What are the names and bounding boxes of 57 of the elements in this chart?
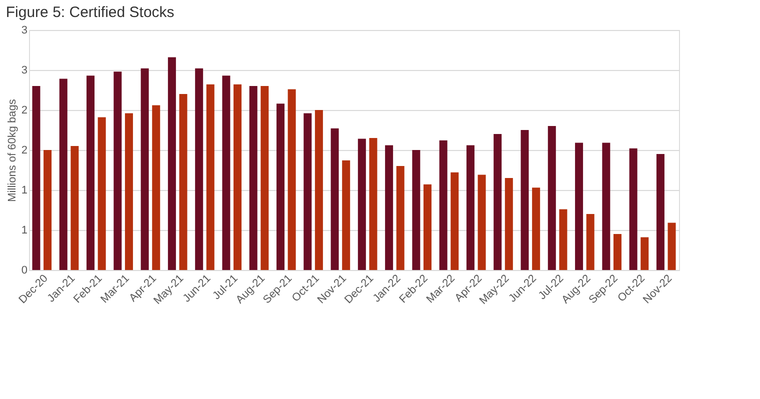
- bar: [140, 68, 149, 270]
- bar: [70, 146, 79, 270]
- bar: [195, 68, 204, 270]
- bar: [656, 154, 664, 270]
- bar: [44, 150, 52, 270]
- bar: [520, 130, 529, 270]
- bar: [613, 234, 622, 270]
- bar: [114, 72, 122, 270]
- bar: [385, 145, 394, 270]
- bar: [668, 222, 676, 270]
- bar: [86, 76, 95, 270]
- y-tick-label: 2: [21, 144, 28, 156]
- y-tick-label: 3: [21, 64, 28, 76]
- bar: [358, 138, 366, 270]
- y-tick-label: 3: [21, 24, 28, 36]
- bar: [304, 113, 312, 270]
- bar: [276, 104, 284, 270]
- bar: [424, 184, 432, 270]
- bar: [396, 166, 404, 270]
- chart-title: Figure 5: Certified Stocks: [6, 4, 174, 21]
- y-tick-label: 1: [21, 184, 28, 196]
- bar: [32, 86, 40, 270]
- bar: [314, 110, 323, 270]
- y-axis-title: Millions of 60kg bags: [6, 98, 18, 202]
- bar: [59, 78, 68, 270]
- bar: [152, 105, 160, 270]
- bar: [260, 86, 269, 270]
- bar: [168, 57, 176, 270]
- bar: [98, 117, 106, 270]
- y-tick-label: 1: [21, 224, 28, 236]
- bar: [575, 142, 584, 270]
- bar: [234, 84, 242, 270]
- y-tick-label: 2: [21, 104, 28, 116]
- bar: [342, 160, 350, 270]
- bar: [179, 94, 188, 270]
- y-tick-label: 0: [21, 264, 28, 276]
- bar: [288, 89, 296, 270]
- bar: [124, 113, 133, 270]
- bar: [450, 172, 459, 270]
- bar: [249, 86, 258, 270]
- bar: [330, 128, 339, 270]
- bar: [586, 214, 594, 270]
- bar: [412, 150, 420, 270]
- bar: [629, 148, 638, 270]
- bar: [478, 174, 486, 270]
- bar: [369, 138, 378, 270]
- bar: [222, 76, 230, 270]
- bar: [548, 126, 556, 270]
- bar: [559, 209, 568, 270]
- bar: [532, 188, 540, 270]
- bar: [494, 134, 502, 270]
- bar: [206, 84, 214, 270]
- bar: [466, 145, 474, 270]
- bar: [504, 178, 513, 270]
- bar: [640, 237, 649, 270]
- bar: [439, 140, 448, 270]
- bar: [602, 142, 610, 270]
